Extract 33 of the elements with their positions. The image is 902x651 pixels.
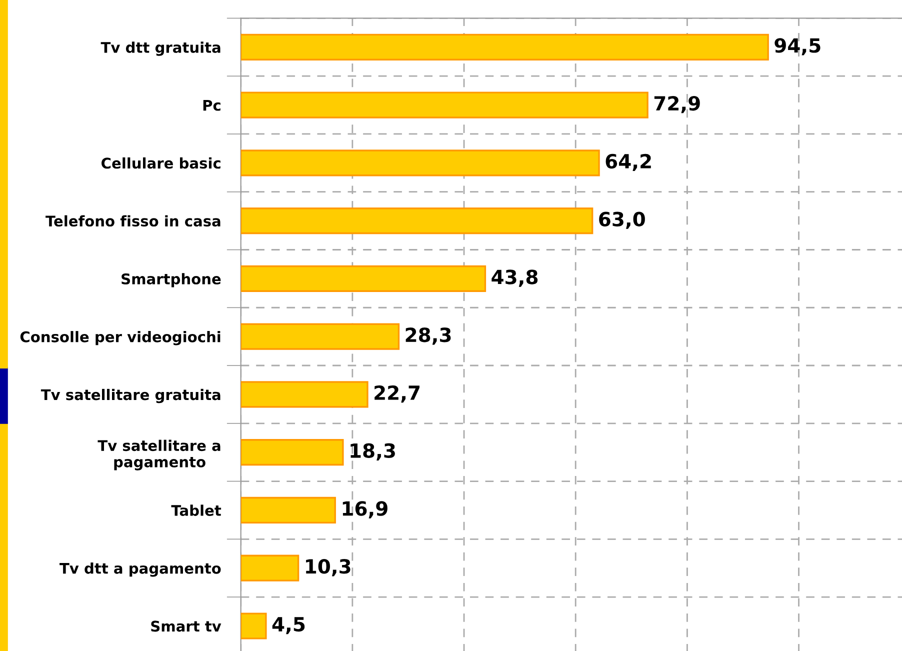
y-tick-label: Tv satellitare a pagamento — [98, 440, 220, 470]
data-label: 28,3 — [406, 328, 451, 345]
data-label: 10,3 — [306, 559, 350, 576]
y-tick-label: Smart tv — [151, 620, 222, 632]
data-label: 4,5 — [272, 617, 305, 634]
y-tick-label: Smartphone — [122, 273, 221, 288]
data-label: 63,0 — [599, 212, 645, 229]
data-label: 72,9 — [654, 96, 700, 114]
bar — [240, 265, 486, 292]
data-label: 64,2 — [606, 154, 651, 172]
data-label: 94,5 — [774, 38, 820, 56]
y-tick-label: Tv dtt gratuita — [100, 42, 220, 56]
y-tick-label: Tablet — [171, 504, 222, 516]
y-tick-label: Consolle per videogiochi — [20, 331, 220, 346]
bar — [240, 323, 400, 350]
bar — [240, 496, 336, 524]
y-tick-label: Pc — [203, 100, 220, 111]
bar — [240, 381, 368, 408]
data-label: 18,3 — [350, 443, 395, 460]
bar — [240, 34, 769, 60]
y-tick-label: Tv dtt a pagamento — [60, 562, 221, 577]
data-label: 22,7 — [374, 385, 420, 403]
bar — [240, 150, 600, 176]
bar — [240, 612, 267, 640]
bar — [240, 439, 344, 466]
data-label: 16,9 — [342, 501, 388, 518]
bar — [240, 208, 594, 234]
y-tick-label: Telefono fisso in casa — [46, 215, 220, 227]
bar — [240, 554, 300, 582]
y-tick-label: Cellulare basic — [102, 157, 220, 169]
bar — [240, 92, 648, 118]
y-tick-label: Tv satellitare gratuita — [40, 388, 220, 404]
data-label: 43,8 — [492, 270, 538, 287]
